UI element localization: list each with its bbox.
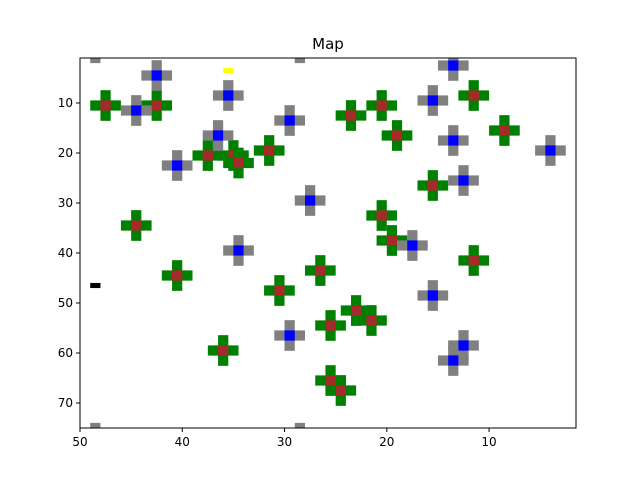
yellow-marker xyxy=(223,67,234,74)
enemy-unit-marker xyxy=(212,80,244,111)
enemy-unit-marker xyxy=(535,135,566,166)
edge-marker xyxy=(294,58,305,64)
x-tick-label: 20 xyxy=(379,435,394,449)
x-tick-label: 30 xyxy=(277,435,292,449)
plot-frame xyxy=(79,57,577,429)
y-tick-label: 10 xyxy=(58,96,73,110)
chart-title: Map xyxy=(312,35,344,53)
enemy-unit-marker xyxy=(120,95,152,126)
y-tick-label: 50 xyxy=(58,296,73,310)
player-unit-marker xyxy=(417,170,449,201)
player-unit-marker xyxy=(366,90,398,121)
enemy-unit-marker xyxy=(274,105,305,136)
player-unit-marker xyxy=(325,375,357,406)
player-unit-marker xyxy=(376,225,408,256)
player-unit-marker xyxy=(340,295,372,326)
enemy-unit-marker xyxy=(437,58,469,81)
player-unit-marker xyxy=(141,90,173,121)
y-tick-label: 70 xyxy=(58,396,73,410)
black-marker xyxy=(90,282,101,289)
player-unit-marker xyxy=(335,100,367,131)
edge-marker xyxy=(90,422,101,428)
y-tick-label: 60 xyxy=(58,346,73,360)
enemy-unit-marker xyxy=(202,120,234,151)
player-unit-marker xyxy=(207,335,239,366)
player-unit-marker xyxy=(90,90,121,121)
enemy-unit-marker xyxy=(417,85,449,116)
map-markers xyxy=(90,58,566,428)
enemy-unit-marker xyxy=(437,125,469,156)
player-unit-marker xyxy=(458,80,490,111)
player-unit-marker xyxy=(253,135,285,166)
player-unit-marker xyxy=(223,147,254,179)
player-unit-marker xyxy=(120,210,152,241)
player-unit-marker xyxy=(161,260,193,291)
y-tick-label: 30 xyxy=(58,196,73,210)
player-unit-marker xyxy=(304,255,336,286)
edge-marker xyxy=(294,422,305,428)
player-unit-marker xyxy=(356,305,387,336)
player-unit-marker xyxy=(381,120,413,151)
enemy-unit-marker xyxy=(161,150,193,181)
enemy-unit-marker xyxy=(397,230,428,261)
enemy-unit-marker xyxy=(141,60,173,91)
x-tick-label: 40 xyxy=(175,435,190,449)
enemy-unit-marker xyxy=(417,280,449,311)
y-axis: 10 20 30 40 50 60 70 xyxy=(58,96,80,410)
enemy-unit-marker xyxy=(437,345,469,376)
player-unit-marker xyxy=(192,140,224,171)
y-tick-label: 20 xyxy=(58,146,73,160)
player-unit-marker xyxy=(264,275,295,306)
x-tick-label: 10 xyxy=(481,435,496,449)
enemy-unit-marker xyxy=(448,165,479,196)
x-axis: 50 40 30 20 10 xyxy=(72,428,497,449)
enemy-unit-marker xyxy=(274,320,305,351)
player-unit-marker xyxy=(315,310,346,341)
player-unit-marker xyxy=(315,365,346,396)
player-unit-marker xyxy=(366,200,398,231)
player-unit-marker xyxy=(458,245,490,276)
x-tick-label: 50 xyxy=(72,435,87,449)
edge-marker xyxy=(90,58,101,64)
player-unit-marker xyxy=(489,115,520,146)
enemy-unit-marker xyxy=(294,185,326,216)
enemy-unit-marker xyxy=(448,330,479,361)
enemy-unit-marker xyxy=(223,235,254,266)
y-tick-label: 40 xyxy=(58,246,73,260)
